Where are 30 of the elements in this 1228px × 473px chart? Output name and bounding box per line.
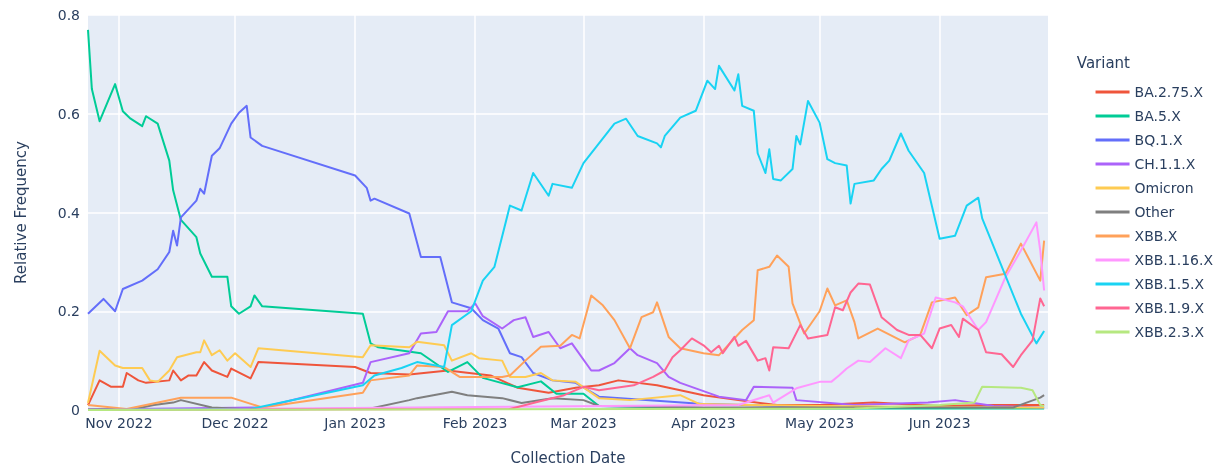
line-series: [87, 385, 1046, 411]
x-tick-label: Nov 2022: [85, 415, 153, 431]
legend-label: BA.5.X: [1134, 108, 1182, 124]
legend-label: XBB.2.3.X: [1134, 324, 1205, 340]
x-tick-label: Dec 2022: [201, 415, 269, 431]
x-tick-label: Feb 2023: [442, 415, 508, 431]
legend-title: Variant: [1076, 53, 1131, 72]
x-tick-label: Apr 2023: [671, 415, 736, 431]
legend-label: XBB.X: [1134, 228, 1178, 244]
y-tick-label: 0.6: [57, 105, 81, 122]
y-tick-label: 0: [71, 402, 80, 418]
y-tick-label: 0.8: [57, 7, 80, 23]
legend-label: CH.1.1.X: [1134, 156, 1196, 172]
legend-label: BQ.1.X: [1134, 132, 1183, 148]
y-tick-label: 0.2: [57, 303, 80, 320]
x-tick-label: Mar 2023: [550, 415, 617, 431]
legend-label: XBB.1.16.X: [1134, 252, 1214, 268]
x-tick-label: May 2023: [785, 415, 855, 431]
x-tick-label: Jun 2023: [907, 415, 971, 431]
legend-label: XBB.1.5.X: [1134, 276, 1205, 292]
x-tick-label: Jan 2023: [323, 415, 386, 431]
legend-label: Other: [1134, 204, 1175, 220]
line-series: [87, 361, 1046, 408]
x-axis-title: Collection Date: [510, 448, 626, 467]
y-axis-title: Relative Frequency: [11, 141, 30, 284]
legend-label: BA.2.75.X: [1134, 84, 1204, 100]
y-tick-label: 0.4: [57, 204, 81, 221]
legend-label: Omicron: [1134, 180, 1194, 196]
line-series: [87, 339, 1046, 409]
legend-label: XBB.1.9.X: [1134, 300, 1205, 316]
